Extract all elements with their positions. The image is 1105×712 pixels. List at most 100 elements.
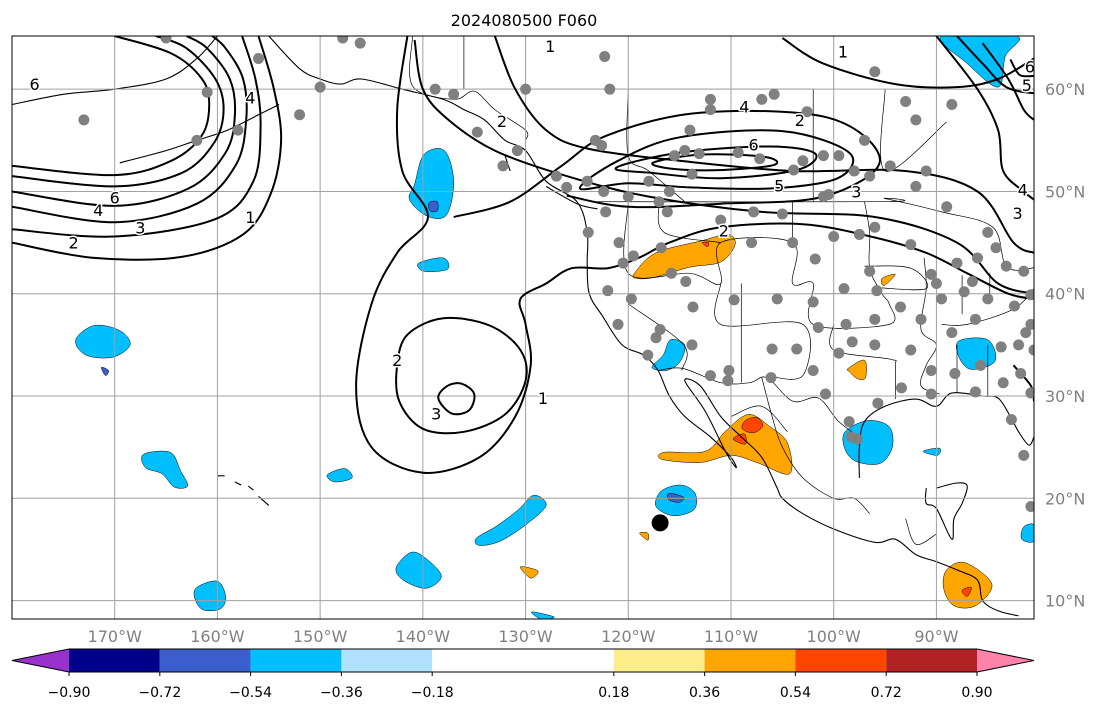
station-dot <box>723 364 735 376</box>
station-dot <box>1018 265 1030 277</box>
station-dot <box>625 293 637 305</box>
political-border <box>628 303 688 371</box>
station-dot <box>946 327 958 339</box>
station-dot <box>949 368 961 380</box>
station-dot <box>728 294 740 306</box>
contour-label: 2 <box>497 112 507 131</box>
station-dot <box>997 377 1009 389</box>
contour-label: 6 <box>30 75 40 94</box>
contour-label: 5 <box>774 176 784 195</box>
station-dot <box>930 278 942 290</box>
colorbar-segment <box>613 649 705 672</box>
station-dot <box>704 104 716 116</box>
colorbar-segment <box>341 649 433 672</box>
station-dot <box>869 66 881 78</box>
station-dot <box>520 83 532 95</box>
filled-region <box>732 433 747 445</box>
station-dot <box>746 237 758 249</box>
y-tick-label: 50°N <box>1045 182 1085 201</box>
contour-label: 3 <box>851 182 861 201</box>
station-dot <box>910 180 922 192</box>
political-border <box>592 197 1034 271</box>
station-dot <box>833 347 845 359</box>
x-tick-label: 120°W <box>601 627 656 646</box>
filled-region <box>961 586 972 597</box>
coastline <box>858 392 1034 478</box>
colorbar-segment <box>159 649 251 672</box>
filled-contours <box>75 36 1034 619</box>
station-dot <box>859 134 871 146</box>
y-tick-label: 60°N <box>1045 80 1085 99</box>
station-dot <box>612 318 624 330</box>
station-dot <box>471 126 483 138</box>
station-dot <box>872 397 884 409</box>
y-tick-label: 20°N <box>1045 489 1085 508</box>
station-dot <box>497 160 509 172</box>
colorbar-tick-label: −0.18 <box>411 685 454 701</box>
contour-line <box>1009 59 1034 78</box>
station-dot <box>661 206 673 218</box>
contour-label: 1 <box>838 42 848 61</box>
contour-line <box>12 36 283 261</box>
station-dot <box>679 145 691 157</box>
contour-label: 3 <box>135 218 145 237</box>
contour-line <box>12 36 225 188</box>
station-dot <box>766 343 778 355</box>
station-dot <box>654 324 666 336</box>
station-dot <box>655 242 667 254</box>
station-dot <box>771 293 783 305</box>
colorbar-tick-label: −0.54 <box>229 685 272 701</box>
colorbar-segment <box>886 649 977 672</box>
colorbar-tick-label: 0.54 <box>780 685 811 701</box>
contour-label: 3 <box>431 404 441 423</box>
station-dot <box>294 109 306 121</box>
station-dot <box>604 83 616 95</box>
filled-region <box>846 359 867 380</box>
station-dot <box>1025 289 1034 301</box>
station-dot <box>1015 368 1027 380</box>
contour-label: 1 <box>538 389 548 408</box>
station-dot <box>823 189 835 201</box>
contour-line <box>453 109 881 218</box>
political-border <box>880 89 947 172</box>
station-dot <box>1028 344 1034 356</box>
station-dot <box>253 53 265 65</box>
station-dot <box>687 301 699 313</box>
station-dot <box>704 93 716 105</box>
contour-label: 6 <box>1025 58 1035 77</box>
station-dot <box>807 364 819 376</box>
station-dot <box>1020 327 1032 339</box>
station-dot <box>807 296 819 308</box>
filled-region <box>651 339 686 371</box>
filled-region <box>842 420 894 465</box>
contour-label: 3 <box>1012 204 1022 223</box>
contour-line <box>956 36 1034 95</box>
station-dot <box>600 206 612 218</box>
station-dot <box>884 160 896 172</box>
station-dot <box>900 95 912 107</box>
station-dot <box>582 226 594 238</box>
colorbar-tick-label: 0.18 <box>598 685 629 701</box>
filled-region <box>101 366 109 376</box>
chart-title: 2024080500 F060 <box>451 11 598 30</box>
station-dot <box>663 185 675 197</box>
station-dot <box>828 230 840 242</box>
filled-region <box>1020 523 1034 543</box>
colorbar-segment <box>69 649 160 672</box>
x-tick-label: 160°W <box>190 627 245 646</box>
station-dot <box>895 382 907 394</box>
station-markers <box>78 36 1034 532</box>
contour-label: 2 <box>69 234 79 253</box>
coastline <box>268 36 1019 617</box>
political-border <box>829 324 897 400</box>
station-dot <box>990 242 1002 254</box>
station-dot <box>232 124 244 136</box>
political-border <box>730 405 788 433</box>
filled-region <box>428 200 439 213</box>
station-dot <box>951 257 963 269</box>
station-dot <box>869 313 881 325</box>
station-dot <box>550 170 562 182</box>
x-tick-label: 170°W <box>88 627 143 646</box>
political-border <box>864 265 928 291</box>
colorbar-extend-high <box>977 649 1034 672</box>
